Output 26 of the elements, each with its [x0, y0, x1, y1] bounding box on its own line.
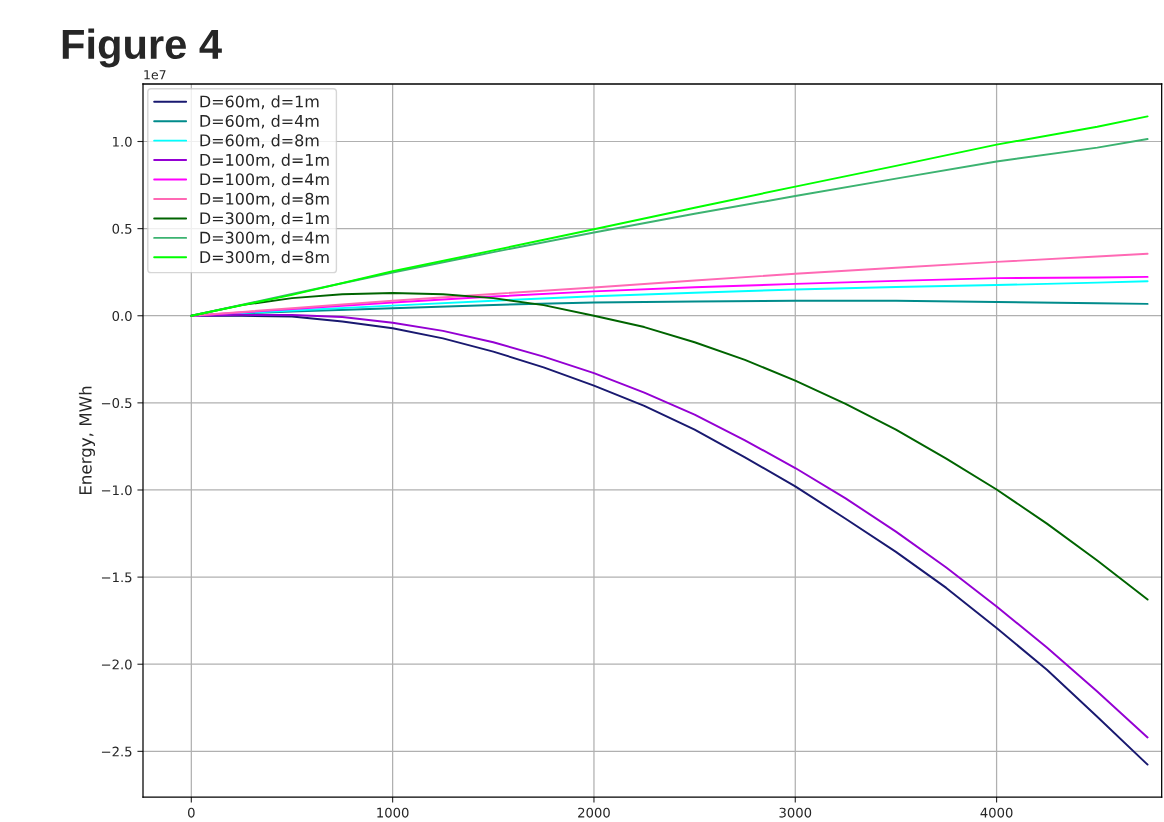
legend-label: D=60m, d=4m: [200, 114, 319, 129]
y-tick-label: −1.5: [101, 572, 132, 583]
y-tick-label: 1.0: [113, 136, 132, 147]
legend-label: D=300m, d=1m: [200, 211, 329, 226]
legend-label: D=100m, d=8m: [200, 192, 329, 207]
y-tick-label: −2.5: [101, 746, 132, 757]
x-tick-label: 1000: [377, 807, 409, 818]
legend-label: D=300m, d=4m: [200, 231, 329, 246]
legend-label: D=300m, d=8m: [200, 250, 329, 265]
legend-label: D=100m, d=1m: [200, 153, 329, 168]
x-tick-label: 3000: [779, 807, 812, 818]
chart-title: Figure 4: [62, 28, 222, 68]
y-tick-label: −2.0: [101, 659, 132, 670]
x-tick-label: 0: [187, 807, 195, 818]
line-series: [190, 252, 1149, 317]
text: 1e7: [144, 70, 166, 80]
y-tick-label: −1.0: [101, 485, 132, 496]
x-tick-label: 4000: [980, 807, 1013, 818]
legend-label: D=60m, d=1m: [200, 95, 319, 110]
y-tick-label: −0.5: [101, 398, 132, 409]
legend-label: D=100m, d=4m: [200, 172, 329, 187]
y-tick-label: 0.5: [112, 223, 132, 234]
y-axis-title: Energy, MWh: [78, 386, 95, 495]
legend-label: D=60m, d=8m: [200, 134, 319, 149]
x-tick-label: 2000: [578, 807, 610, 818]
y-tick-label: 0.0: [112, 310, 132, 321]
